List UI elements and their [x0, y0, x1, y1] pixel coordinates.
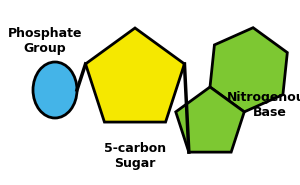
Ellipse shape: [33, 62, 77, 118]
Polygon shape: [210, 28, 287, 112]
Polygon shape: [85, 28, 184, 122]
Text: 5-carbon
Sugar: 5-carbon Sugar: [104, 142, 166, 170]
Text: Phosphate
Group: Phosphate Group: [8, 27, 82, 55]
Polygon shape: [176, 87, 244, 152]
Text: Nitrogenous
Base: Nitrogenous Base: [227, 91, 300, 119]
